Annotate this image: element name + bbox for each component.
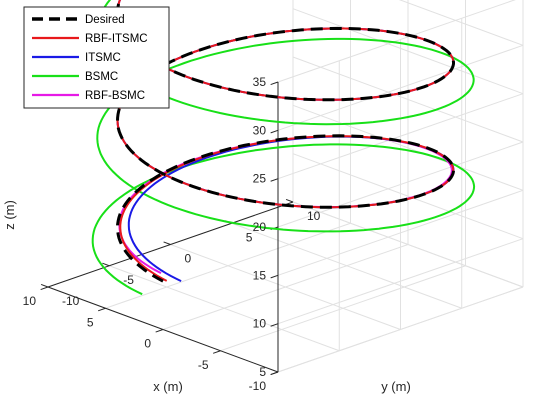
x-tick-mark-1 <box>212 350 221 354</box>
x-tick-mark-2 <box>155 329 164 333</box>
z-tick-label-3: 20 <box>253 220 267 234</box>
z-tick-label-1: 10 <box>253 317 267 331</box>
y-tick-label-1: -5 <box>123 273 134 287</box>
y-tick-mark-4 <box>285 198 294 203</box>
z-tick-label-4: 25 <box>253 172 267 186</box>
grid-line-floor-y-2 <box>170 244 401 330</box>
y-tick-mark-2 <box>163 241 171 245</box>
x-tick-label-0: -10 <box>249 379 267 393</box>
z-tick-mark-1 <box>270 323 279 327</box>
legend-label-rbf-bsmc: RBF-BSMC <box>85 90 145 102</box>
z-tick-mark-2 <box>270 274 279 279</box>
z-tick-label-5: 30 <box>253 123 267 137</box>
grid-line-xwall-z-5 <box>277 44 524 131</box>
label-layer: -10 -5 0 5 10 -10 -5 0 5 10 5 10 15 20 25 30 35 x (m) y (m… <box>2 75 411 394</box>
z-tick-label-0: 5 <box>259 365 266 379</box>
legend-label-itsmc: ITSMC <box>85 52 121 64</box>
grid-line-floor-y-1 <box>109 265 340 352</box>
z-tick-label-2: 15 <box>253 268 267 282</box>
grid-line-floor-y-4 <box>292 201 524 288</box>
x-tick-label-2: 0 <box>144 337 151 351</box>
z-axis-label: z (m) <box>2 200 17 230</box>
z-tick-mark-0 <box>270 371 279 376</box>
z-tick-mark-6 <box>270 81 279 86</box>
legend: Desired RBF-ITSMC ITSMC BSMC RBF-BSMC <box>23 6 170 109</box>
y-tick-label-3: 5 <box>246 230 253 244</box>
y-tick-mark-0 <box>40 283 49 288</box>
grid-line-ywall-z-2 <box>292 104 524 191</box>
z-tick-mark-4 <box>270 178 279 182</box>
y-axis-label: y (m) <box>381 379 411 394</box>
x-tick-label-3: 5 <box>87 315 94 329</box>
grid-line-ywall-z-1 <box>292 153 524 240</box>
grid-line-floor-y-3 <box>231 222 462 309</box>
x-tick-label-1: -5 <box>198 358 209 372</box>
grid-line-xwall-z-4 <box>277 93 524 180</box>
series-line-desired <box>115 0 456 283</box>
grid-line-xwall-z-6 <box>277 0 516 83</box>
x-axis-label: x (m) <box>153 379 183 394</box>
z-tick-mark-5 <box>270 129 279 134</box>
grid-line-ywall-z-3 <box>292 56 524 143</box>
x-tick-mark-3 <box>97 307 106 312</box>
legend-label-bsmc: BSMC <box>85 71 118 83</box>
y-tick-label-0: -10 <box>62 294 80 308</box>
grid-line-xwall-z-3 <box>277 141 524 228</box>
grid-line-ywall-z-5 <box>398 0 524 46</box>
x-tick-label-4: 10 <box>23 294 37 308</box>
grid-line-xwall-z-2 <box>277 189 524 276</box>
legend-label-rbf-itsmc: RBF-ITSMC <box>85 33 148 45</box>
y-tick-label-2: 0 <box>185 252 192 266</box>
legend-label-desired: Desired <box>85 14 125 26</box>
grid-line-xwall-z-1 <box>277 238 524 325</box>
series-layer <box>91 0 476 296</box>
grid-line-ywall-z-4 <box>292 8 524 95</box>
x-tick-mark-4 <box>40 286 49 291</box>
y-tick-mark-1 <box>102 262 110 267</box>
z-tick-label-6: 35 <box>253 75 267 89</box>
axis-layer <box>40 81 294 376</box>
grid-layer <box>47 0 524 373</box>
series-line-bsmc <box>91 0 476 296</box>
y-tick-label-4: 10 <box>307 209 321 223</box>
